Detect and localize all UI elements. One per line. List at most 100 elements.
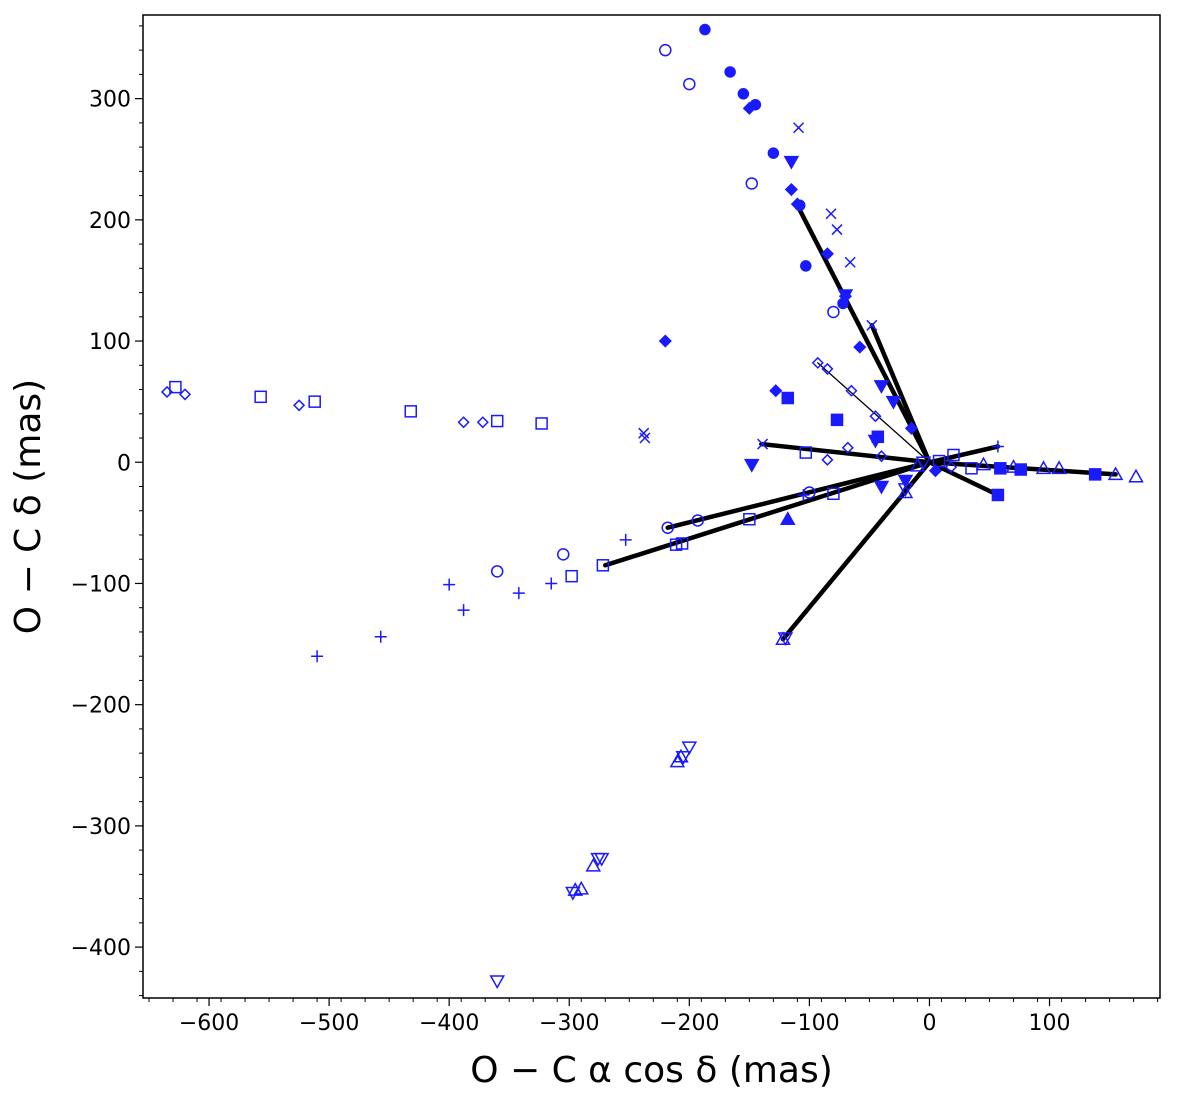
data-point (947, 448, 960, 462)
data-point (991, 488, 1005, 502)
data-point (800, 260, 812, 272)
plot-frame (142, 14, 1161, 999)
data-point (683, 77, 696, 91)
y-tick-label: 100 (89, 330, 131, 355)
data-point (897, 484, 914, 499)
data-point (1128, 468, 1144, 483)
data-point (837, 289, 854, 304)
data-point (669, 753, 686, 768)
axis-ticks: −600 −500 −400 −300 −200 −100 0 100 −400 −300 −200… (71, 25, 1159, 1036)
data-point (873, 480, 890, 495)
data-point (885, 395, 902, 410)
data-point (1088, 468, 1102, 481)
x-axis-label: O − C α cos δ (mas) (470, 1050, 833, 1091)
data-point (799, 446, 813, 459)
data-point (565, 569, 578, 583)
data-point (904, 421, 919, 435)
data-point (457, 604, 470, 617)
data-point (825, 208, 837, 220)
data-point (830, 413, 844, 427)
data-point (873, 380, 890, 394)
data-point (932, 454, 946, 468)
data-point (585, 857, 602, 872)
data-point (476, 416, 489, 429)
x-tick-label: −600 (179, 1011, 239, 1036)
data-point (556, 548, 570, 561)
data-point (841, 441, 854, 454)
data-point (1014, 463, 1027, 476)
residual-segment (869, 323, 932, 465)
y-tick-label: 200 (89, 209, 131, 234)
data-point (659, 43, 672, 57)
data-point (875, 450, 888, 463)
data-point (994, 462, 1007, 475)
data-point (724, 66, 736, 78)
data-point (775, 631, 791, 645)
data-point (311, 650, 324, 663)
x-tick-label: 100 (1029, 1011, 1071, 1036)
data-point (737, 88, 750, 100)
data-point (490, 414, 504, 428)
data-point (1035, 460, 1052, 475)
data-point (757, 438, 769, 450)
data-point (783, 155, 800, 170)
data-point (1107, 466, 1124, 481)
data-point (565, 886, 581, 901)
data-point (535, 417, 548, 430)
data-point (490, 565, 504, 578)
data-point (691, 514, 704, 527)
y-tick-label: −200 (71, 694, 131, 719)
y-tick-label: −400 (71, 936, 131, 961)
data-point (779, 511, 796, 525)
data-point (658, 334, 672, 348)
data-point (743, 512, 756, 526)
data-point (443, 578, 456, 591)
data-point (827, 305, 840, 319)
data-point (661, 521, 674, 534)
data-point (821, 362, 834, 375)
data-point (769, 384, 783, 398)
residual-lines (603, 203, 1118, 642)
residual-segment (780, 460, 932, 642)
x-tick-label: −500 (299, 1011, 359, 1036)
data-point (404, 405, 418, 418)
y-axis-label: O − C δ (mas) (8, 379, 49, 634)
data-point (293, 399, 306, 412)
data-point (831, 224, 843, 236)
data-point (675, 537, 689, 550)
data-point (178, 388, 192, 401)
residual-segment (759, 441, 932, 465)
data-point (777, 632, 794, 647)
residual-segment (927, 460, 1001, 498)
data-point (745, 177, 759, 190)
data-point (797, 488, 810, 501)
data-point (869, 410, 882, 423)
data-point (742, 101, 756, 115)
data-point (781, 391, 795, 405)
data-point (928, 464, 943, 478)
data-point (820, 247, 834, 261)
y-tick-label: 0 (117, 451, 131, 476)
data-point (915, 456, 932, 471)
data-point (821, 453, 834, 466)
x-tick-label: −400 (419, 1011, 479, 1036)
data-point (945, 461, 958, 474)
data-point (975, 456, 992, 471)
data-point (699, 23, 711, 36)
x-tick-label: −300 (539, 1011, 599, 1036)
x-tick-label: −200 (659, 1011, 719, 1036)
data-point (254, 390, 267, 404)
data-point (811, 356, 824, 369)
data-point (374, 630, 387, 643)
data-point (844, 256, 856, 268)
data-point (897, 474, 914, 489)
data-point (639, 432, 651, 444)
y-tick-label: −100 (71, 572, 131, 597)
data-point (457, 416, 470, 429)
data-point (867, 434, 884, 449)
data-point (991, 440, 1004, 453)
data-point (308, 395, 321, 408)
data-point (790, 197, 804, 211)
data-point (853, 340, 867, 354)
